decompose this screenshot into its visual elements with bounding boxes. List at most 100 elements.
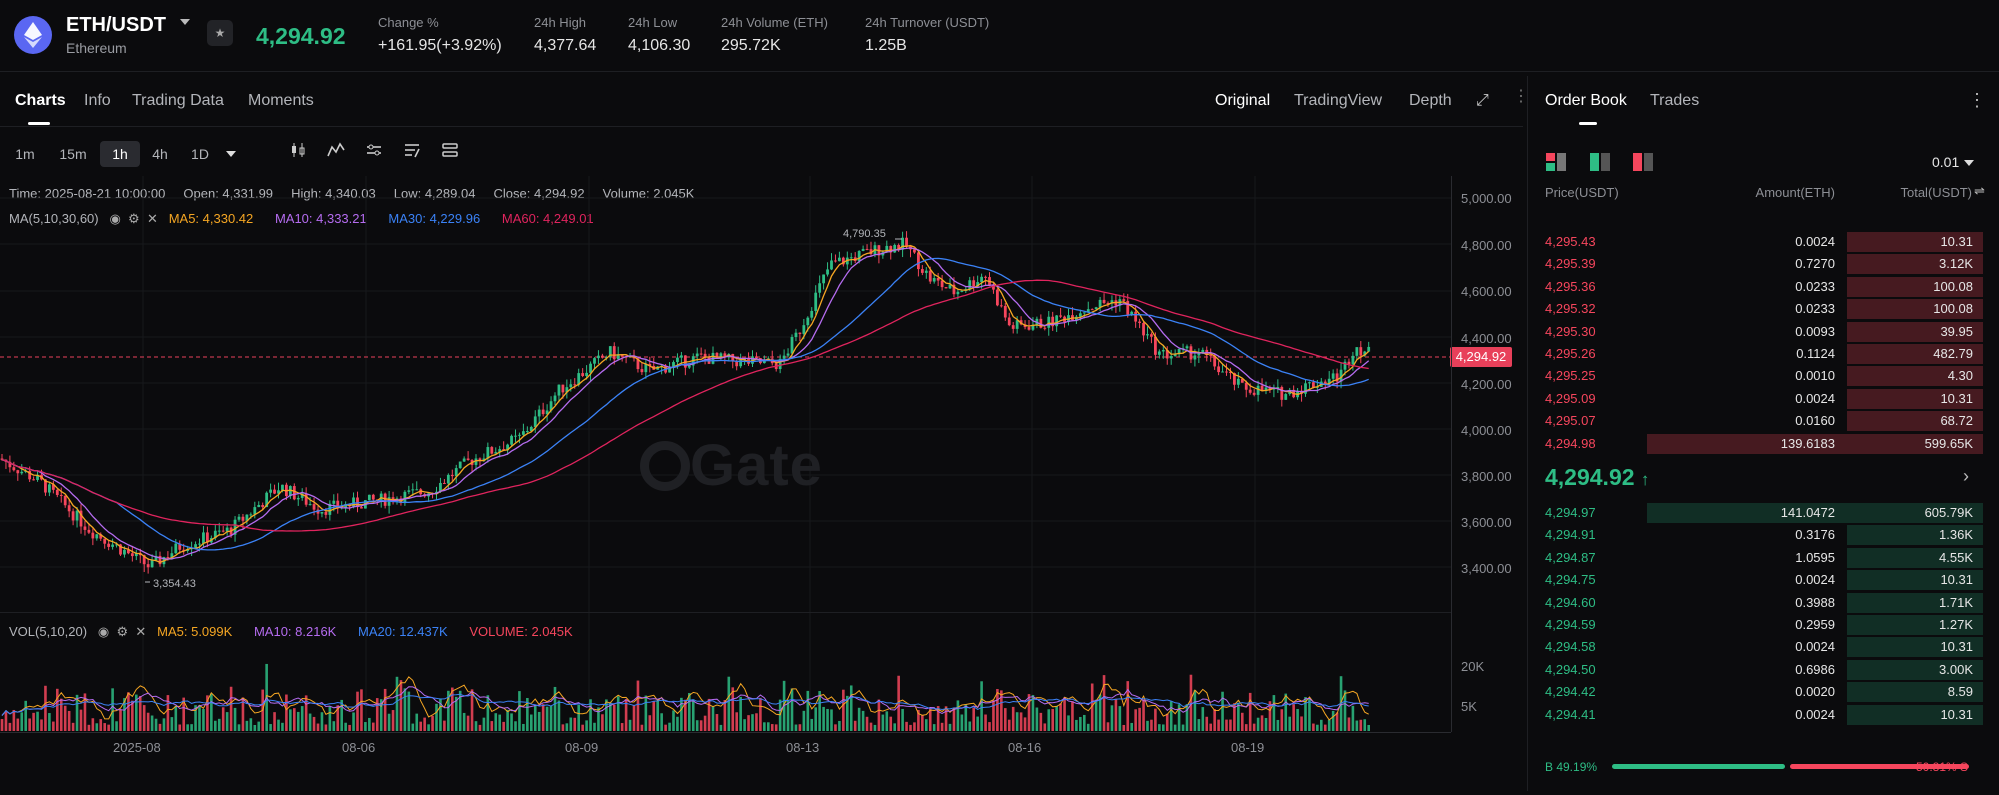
- bid-row[interactable]: 4,294.60 0.3988 1.71K: [1529, 592, 1983, 614]
- bid-row[interactable]: 4,294.50 0.6986 3.00K: [1529, 659, 1983, 681]
- volume-bar: [375, 698, 379, 731]
- panel-menu-icon[interactable]: ⋮: [1513, 88, 1529, 105]
- ob-price: 4,294.91: [1545, 527, 1596, 543]
- mid-price-chevron-right-icon[interactable]: ›: [1963, 466, 1969, 486]
- volume-bar: [628, 719, 632, 731]
- tab-moments[interactable]: Moments: [248, 92, 314, 109]
- ask-row[interactable]: 4,295.36 0.0233 100.08: [1529, 276, 1983, 298]
- volume-bar: [67, 710, 71, 731]
- bid-row[interactable]: 4,294.42 0.0020 8.59: [1529, 681, 1983, 703]
- volume-bar: [699, 720, 703, 731]
- ma-settings-icon[interactable]: ⚙: [128, 211, 140, 226]
- settings-sliders-icon[interactable]: [365, 141, 383, 163]
- candle-body: [202, 532, 205, 544]
- ask-row[interactable]: 4,295.25 0.0010 4.30: [1529, 365, 1983, 387]
- volume-bar: [146, 712, 150, 731]
- tab-order-book[interactable]: Order Book: [1545, 92, 1627, 109]
- tf-1d[interactable]: 1D: [191, 146, 209, 162]
- favorite-star-icon[interactable]: ★: [207, 20, 233, 46]
- bid-row[interactable]: 4,294.59 0.2959 1.27K: [1529, 614, 1983, 636]
- candle-body: [798, 332, 802, 334]
- tab-tradingview[interactable]: TradingView: [1294, 92, 1383, 109]
- ask-row[interactable]: 4,295.43 0.0024 10.31: [1529, 231, 1983, 253]
- ob-sort-icon[interactable]: ⇌: [1974, 183, 1985, 198]
- depth-bar: [1847, 570, 1983, 591]
- ask-row[interactable]: 4,295.39 0.7270 3.12K: [1529, 253, 1983, 275]
- candle-type-icon[interactable]: [289, 141, 307, 163]
- ma-close-icon[interactable]: ✕: [146, 211, 158, 226]
- candle-body: [1197, 353, 1201, 356]
- ob-view-asks-icon[interactable]: [1633, 153, 1653, 171]
- bid-row[interactable]: 4,294.91 0.3176 1.36K: [1529, 524, 1983, 546]
- ob-view-both-icon[interactable]: [1546, 153, 1566, 171]
- volume-bar: [1264, 717, 1268, 731]
- price-chart[interactable]: [0, 176, 1523, 776]
- ob-scroll-handle-icon[interactable]: ⋮: [1992, 90, 1999, 110]
- vol-close-icon[interactable]: ✕: [135, 624, 147, 639]
- layout-swap-icon[interactable]: [441, 141, 459, 163]
- tab-trades[interactable]: Trades: [1650, 92, 1700, 109]
- vol-legend: VOL(5,10,20) ◉ ⚙ ✕ MA5: 5.099K MA10: 8.2…: [9, 624, 573, 640]
- ob-precision-dropdown-icon[interactable]: [1964, 160, 1974, 166]
- volume-bar: [1142, 699, 1145, 731]
- tf-1h[interactable]: 1h: [100, 141, 140, 167]
- fullscreen-icon[interactable]: ⤢: [1476, 92, 1489, 109]
- volume-bar: [909, 724, 912, 731]
- bid-row[interactable]: 4,294.58 0.0024 10.31: [1529, 636, 1983, 658]
- volume-bar: [103, 723, 106, 731]
- ob-amount: 0.0024: [1795, 706, 1835, 722]
- ask-row[interactable]: 4,295.30 0.0093 39.95: [1529, 321, 1983, 343]
- tab-original[interactable]: Original: [1215, 92, 1271, 109]
- tab-info[interactable]: Info: [84, 92, 111, 109]
- volume-bar: [233, 707, 237, 731]
- bid-row[interactable]: 4,294.87 1.0595 4.55K: [1529, 547, 1983, 569]
- candle-body: [830, 260, 833, 270]
- candle-body: [1209, 355, 1213, 357]
- symbol-title[interactable]: ETH/USDT: [66, 14, 166, 36]
- volume-bar: [648, 715, 652, 731]
- ask-row[interactable]: 4,295.07 0.0160 68.72: [1529, 410, 1983, 432]
- tab-depth[interactable]: Depth: [1409, 92, 1452, 109]
- tf-1m[interactable]: 1m: [15, 146, 35, 162]
- volume-bar: [281, 722, 284, 731]
- buy-ratio-label: B 49.19%: [1545, 760, 1598, 774]
- candle-body: [1154, 336, 1157, 355]
- indicators-icon[interactable]: [327, 141, 345, 163]
- volume-bar: [921, 715, 924, 731]
- vol-visibility-icon[interactable]: ◉: [97, 624, 110, 639]
- tf-4h[interactable]: 4h: [152, 146, 168, 162]
- symbol-dropdown-icon[interactable]: [180, 19, 190, 25]
- ob-amount: 139.6183: [1780, 435, 1835, 451]
- bid-row[interactable]: 4,294.41 0.0024 10.31: [1529, 704, 1983, 726]
- ob-total: 10.31: [1940, 390, 1973, 406]
- drawing-tools-icon[interactable]: [403, 141, 421, 163]
- price-axis-label: 4,000.00: [1461, 423, 1512, 438]
- ask-row[interactable]: 4,295.09 0.0024 10.31: [1529, 388, 1983, 410]
- volume-bar: [1272, 695, 1276, 731]
- ask-row[interactable]: 4,295.26 0.1124 482.79: [1529, 343, 1983, 365]
- volume-bar: [1241, 712, 1244, 731]
- volume-bar: [1138, 707, 1141, 731]
- bid-row[interactable]: 4,294.97 141.0472 605.79K: [1529, 502, 1983, 524]
- vol-settings-icon[interactable]: ⚙: [116, 624, 129, 639]
- tf-15m[interactable]: 15m: [59, 146, 87, 162]
- ma-visibility-icon[interactable]: ◉: [109, 211, 121, 226]
- ob-precision[interactable]: 0.01: [1932, 154, 1960, 170]
- tab-trading-data[interactable]: Trading Data: [132, 92, 224, 109]
- volume-bar: [348, 724, 351, 731]
- ob-menu-icon[interactable]: ⋮: [1968, 90, 1986, 110]
- volume-bar: [1083, 714, 1086, 731]
- ask-row[interactable]: 4,295.32 0.0233 100.08: [1529, 298, 1983, 320]
- tab-charts[interactable]: Charts: [15, 92, 66, 109]
- tf-more-dropdown-icon[interactable]: [226, 151, 236, 157]
- volume-bar: [936, 706, 940, 731]
- ob-view-bids-icon[interactable]: [1590, 153, 1610, 171]
- ask-row[interactable]: 4,294.98 139.6183 599.65K: [1529, 433, 1983, 455]
- candle-body: [1323, 381, 1327, 384]
- candle-body: [786, 353, 790, 356]
- bid-row[interactable]: 4,294.75 0.0024 10.31: [1529, 569, 1983, 591]
- volume-bar: [336, 705, 340, 731]
- candle-body: [502, 449, 506, 451]
- volume-bar: [952, 709, 956, 731]
- depth-bar: [1847, 299, 1983, 320]
